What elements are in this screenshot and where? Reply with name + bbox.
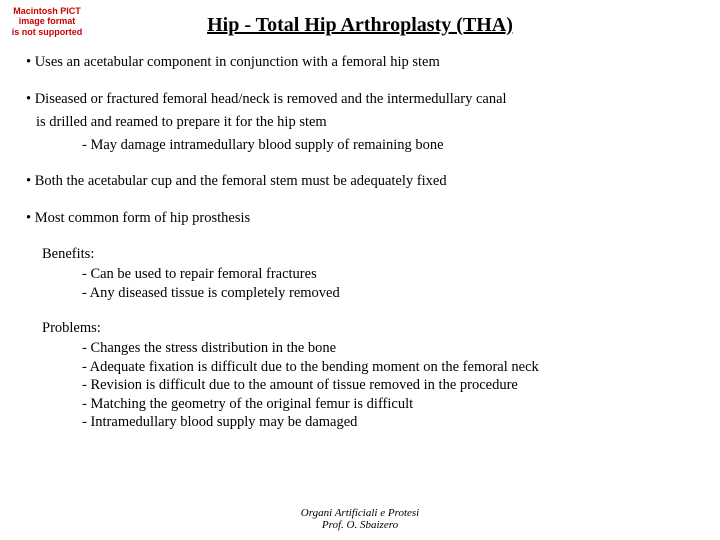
problem-item: - Adequate fixation is difficult due to … bbox=[26, 358, 694, 377]
bullet-3: • Both the acetabular cup and the femora… bbox=[26, 172, 694, 191]
problem-item: - Intramedullary blood supply may be dam… bbox=[26, 413, 694, 432]
pict-format-badge: Macintosh PICT image format is not suppo… bbox=[6, 6, 88, 37]
benefits-label: Benefits: bbox=[26, 246, 694, 263]
problems-label: Problems: bbox=[26, 320, 694, 337]
benefit-item: - Can be used to repair femoral fracture… bbox=[26, 265, 694, 284]
bullet-2-sub: - May damage intramedullary blood supply… bbox=[26, 136, 694, 155]
bullet-2-line-a: • Diseased or fractured femoral head/nec… bbox=[26, 90, 694, 109]
problem-item: - Revision is difficult due to the amoun… bbox=[26, 376, 694, 395]
problem-item: - Changes the stress distribution in the… bbox=[26, 339, 694, 358]
badge-line-2: image format bbox=[6, 16, 88, 26]
slide-footer: Organi Artificiali e Protesi Prof. O. Sb… bbox=[0, 507, 720, 532]
footer-line-2: Prof. O. Sbaizero bbox=[0, 519, 720, 532]
problems-list: - Changes the stress distribution in the… bbox=[26, 339, 694, 432]
badge-line-3: is not supported bbox=[6, 27, 88, 37]
slide-title: Hip - Total Hip Arthroplasty (THA) bbox=[26, 14, 694, 37]
benefit-item: - Any diseased tissue is completely remo… bbox=[26, 284, 694, 303]
badge-line-1: Macintosh PICT bbox=[6, 6, 88, 16]
footer-line-1: Organi Artificiali e Protesi bbox=[0, 507, 720, 520]
bullet-4: • Most common form of hip prosthesis bbox=[26, 209, 694, 228]
bullet-1: • Uses an acetabular component in conjun… bbox=[26, 53, 694, 72]
problem-item: - Matching the geometry of the original … bbox=[26, 395, 694, 414]
bullet-2-line-b: is drilled and reamed to prepare it for … bbox=[26, 113, 694, 132]
benefits-list: - Can be used to repair femoral fracture… bbox=[26, 265, 694, 302]
